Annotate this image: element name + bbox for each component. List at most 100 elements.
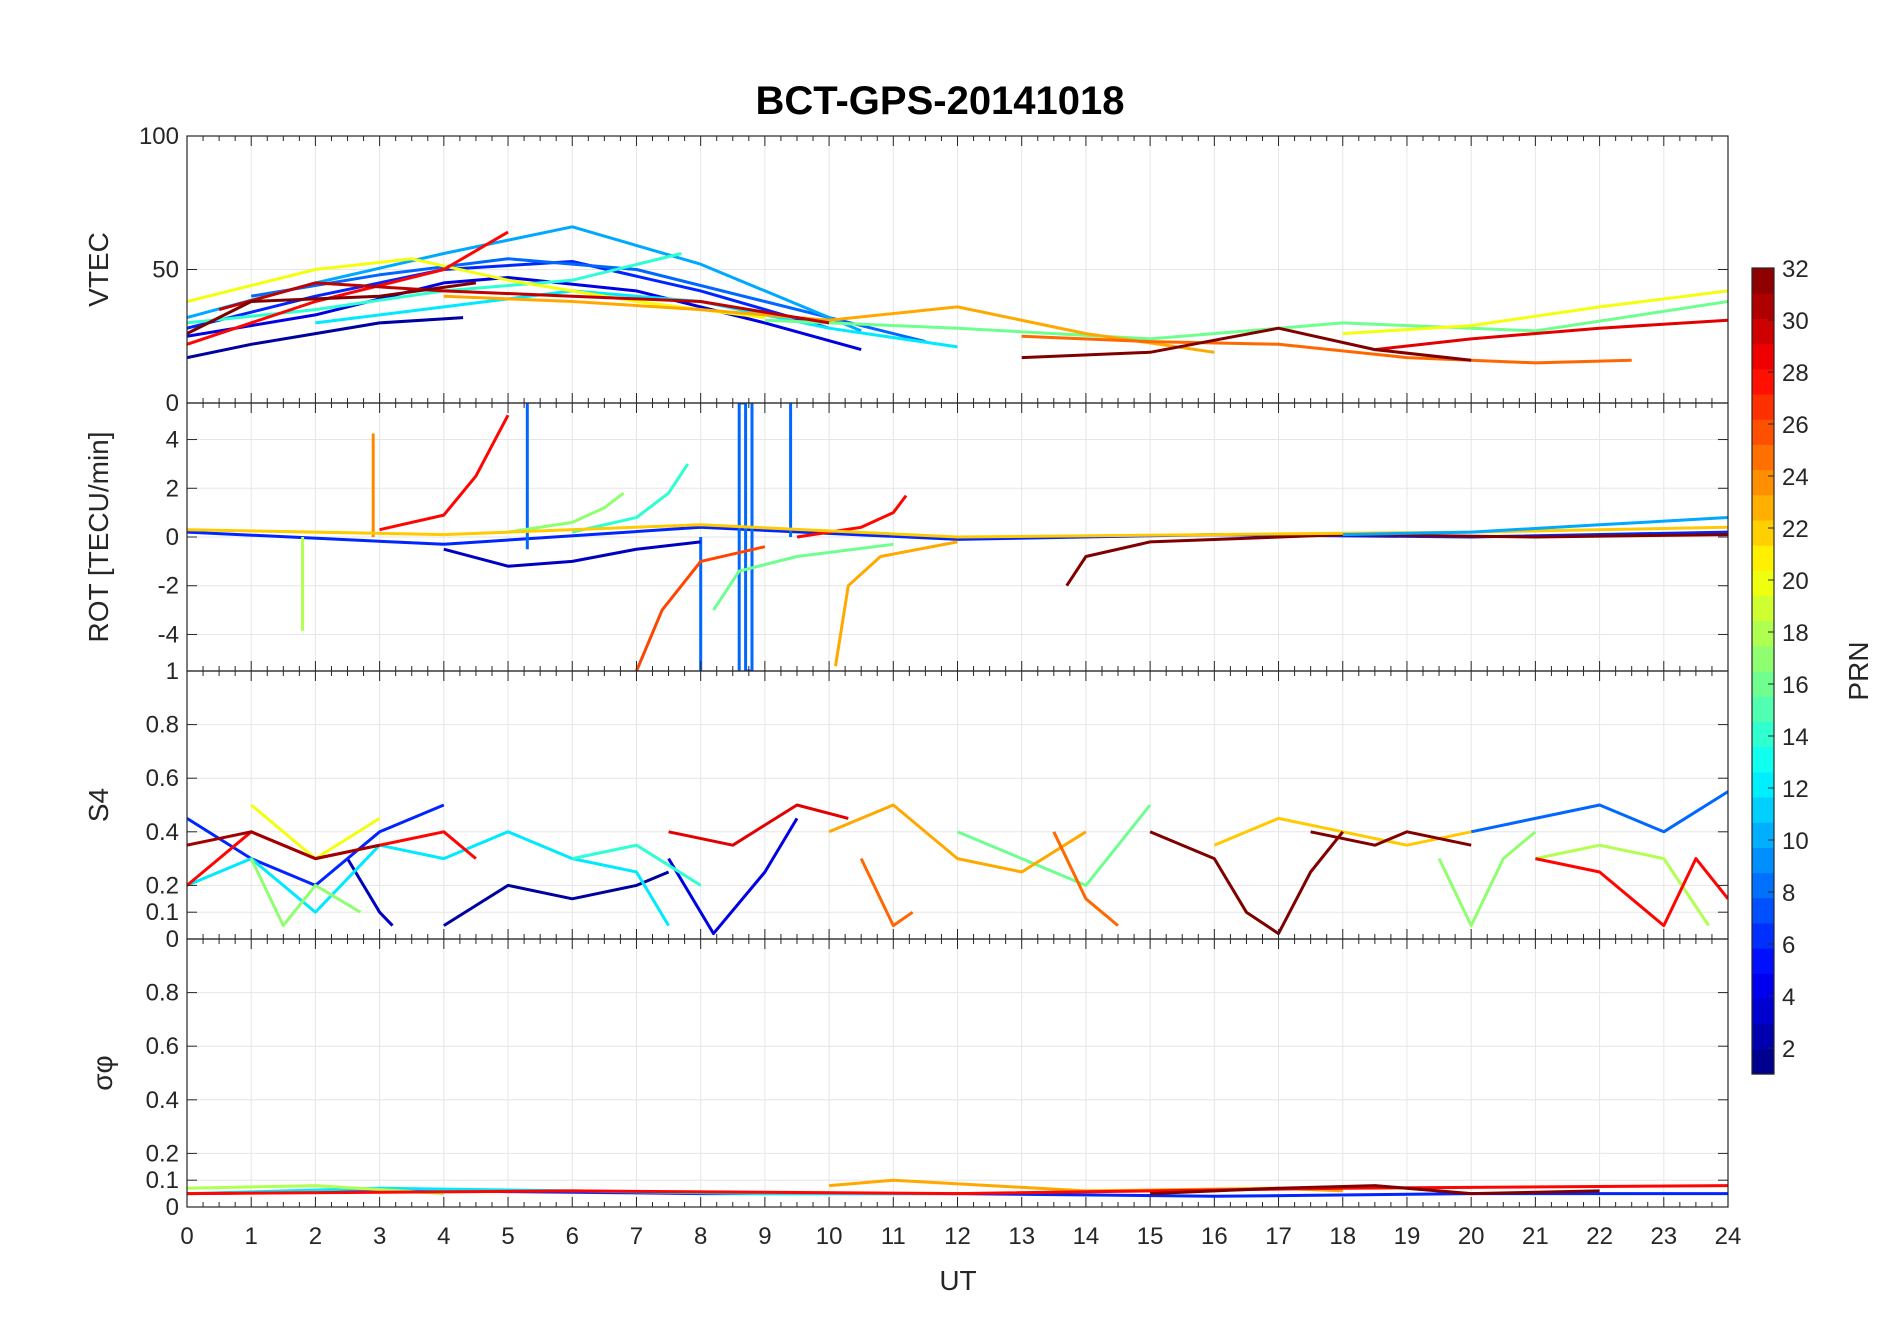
colorbar-segment	[1752, 771, 1774, 798]
colorbar-segment	[1752, 469, 1774, 496]
x-tick-label: 13	[1008, 1223, 1035, 1250]
series-line-prn-2	[187, 316, 464, 360]
y-tick-label: 0	[166, 926, 179, 953]
colorbar-segment	[1752, 897, 1774, 924]
series-line-prn-32	[1149, 830, 1344, 936]
series-line-prn-8	[1470, 790, 1728, 834]
series-line-prn-32	[1310, 830, 1472, 847]
x-tick-label: 17	[1265, 1223, 1292, 1250]
colorbar-tick-label: 12	[1782, 776, 1809, 803]
x-tick-label: 19	[1394, 1223, 1421, 1250]
grid-S4	[186, 670, 1729, 940]
series-line-prn-17	[1437, 830, 1537, 928]
colorbar-label: PRN	[1843, 641, 1874, 700]
x-tick-label: 3	[373, 1223, 386, 1250]
x-tick-label: 5	[501, 1223, 514, 1250]
colorbar-segment	[1752, 368, 1774, 395]
panel-ROT: -4 -2 0 2 4 ROT [TECU/min]	[83, 402, 1729, 672]
y-tick-label: 0	[166, 1194, 179, 1221]
series-line-prn-28	[187, 830, 477, 887]
x-tick-label: 10	[816, 1223, 843, 1250]
series-line-prn-4	[187, 276, 862, 352]
colorbar-segment	[1752, 671, 1774, 697]
colorbar-tick-label: 30	[1782, 308, 1809, 335]
y-tick-label: 0.4	[146, 1087, 179, 1114]
colorbar-tick-label: 10	[1782, 828, 1809, 855]
x-tick-label: 14	[1073, 1223, 1100, 1250]
panel-VTEC: 0 50 100 VTEC	[83, 123, 1729, 417]
x-tick-label: 18	[1329, 1223, 1356, 1250]
x-tick-label: 16	[1201, 1223, 1228, 1250]
y-tick-label: 0.6	[146, 1033, 179, 1060]
y-tick-label: 0.8	[146, 980, 179, 1007]
colorbar-segment	[1752, 419, 1774, 445]
y-axis-label-ROT: ROT [TECU/min]	[83, 431, 114, 642]
series-line-prn-3	[346, 857, 394, 927]
series-line-prn-16	[956, 804, 1152, 887]
colorbar-tick-label: 6	[1782, 932, 1795, 959]
colorbar-segment	[1752, 645, 1774, 672]
y-tick-label: 0.8	[146, 712, 179, 739]
y-axis-S4: 00.10.2 0.4 0.6 0.8 1	[146, 658, 1728, 953]
y-tick-label: 2	[166, 475, 179, 502]
series-line-prn-25	[859, 857, 914, 928]
colorbar-tick-label: 22	[1782, 516, 1809, 543]
series-line-prn-2	[443, 870, 670, 927]
x-tick-label: 15	[1137, 1223, 1164, 1250]
colorbar-segment	[1752, 721, 1774, 748]
y-tick-label: 0.2	[146, 872, 179, 899]
colorbar-segment	[1752, 973, 1774, 1000]
y-axis-sigma_phi: 00.10.2 0.4 0.6 0.8	[146, 980, 1728, 1221]
series-line-prn-30	[218, 281, 830, 325]
colorbar-tick-label: 32	[1782, 256, 1809, 283]
series-line-prn-16	[712, 542, 894, 611]
colorbar-segment	[1752, 948, 1774, 974]
colorbar-segment	[1752, 570, 1774, 597]
colorbar-tick-label: 8	[1782, 880, 1795, 907]
y-tick-label: 0.4	[146, 819, 179, 846]
series-line-prn-20	[1342, 289, 1728, 336]
y-tick-label: -4	[158, 621, 179, 648]
colorbar-tick-label: 4	[1782, 984, 1795, 1011]
y-axis-VTEC: 0 50 100	[139, 123, 1728, 417]
y-tick-label: 100	[139, 123, 179, 150]
colorbar-segment	[1752, 393, 1774, 420]
series-line-prn-12	[187, 830, 670, 927]
y-tick-label: -2	[158, 573, 179, 600]
y-tick-label: 0	[166, 524, 179, 551]
x-minor-ticks	[186, 136, 1729, 403]
x-minor-ticks	[186, 939, 1729, 1207]
series-line-prn-8	[737, 403, 754, 671]
colorbar-segment	[1752, 746, 1774, 773]
x-tick-label: 22	[1586, 1223, 1613, 1250]
colorbar-tick-label: 2	[1782, 1036, 1795, 1063]
colorbar-tick-label: 20	[1782, 568, 1809, 595]
x-tick-label: 21	[1522, 1223, 1549, 1250]
y-tick-label: 1	[166, 658, 179, 685]
y-tick-label: 4	[166, 427, 179, 454]
series-line-prn-4	[667, 817, 799, 936]
colorbar-segment	[1752, 796, 1774, 823]
series-line-prn-29	[668, 803, 849, 847]
series-line-prn-23	[828, 803, 1087, 874]
x-tick-label: 2	[309, 1223, 322, 1250]
series-line-prn-32	[1065, 533, 1728, 587]
x-tick-label: 1	[245, 1223, 258, 1250]
colorbar-segment	[1752, 293, 1774, 319]
colorbar-tick-label: 14	[1782, 724, 1809, 751]
x-axis-label: UT	[939, 1265, 976, 1296]
series-line-prn-10	[1342, 516, 1728, 537]
colorbar-tick-label: 18	[1782, 620, 1809, 647]
colorbar-segment	[1752, 268, 1774, 294]
series-line-prn-26	[635, 545, 766, 671]
y-tick-label: 50	[152, 257, 179, 284]
colorbar-segment	[1752, 494, 1774, 521]
series-line-prn-23	[443, 294, 1215, 354]
colorbar-segment	[1752, 545, 1774, 571]
series-line-prn-32	[187, 281, 477, 335]
colorbar-segment	[1752, 1023, 1774, 1050]
x-tick-label: 8	[694, 1223, 707, 1250]
x-tick-label: 11	[881, 1223, 906, 1250]
